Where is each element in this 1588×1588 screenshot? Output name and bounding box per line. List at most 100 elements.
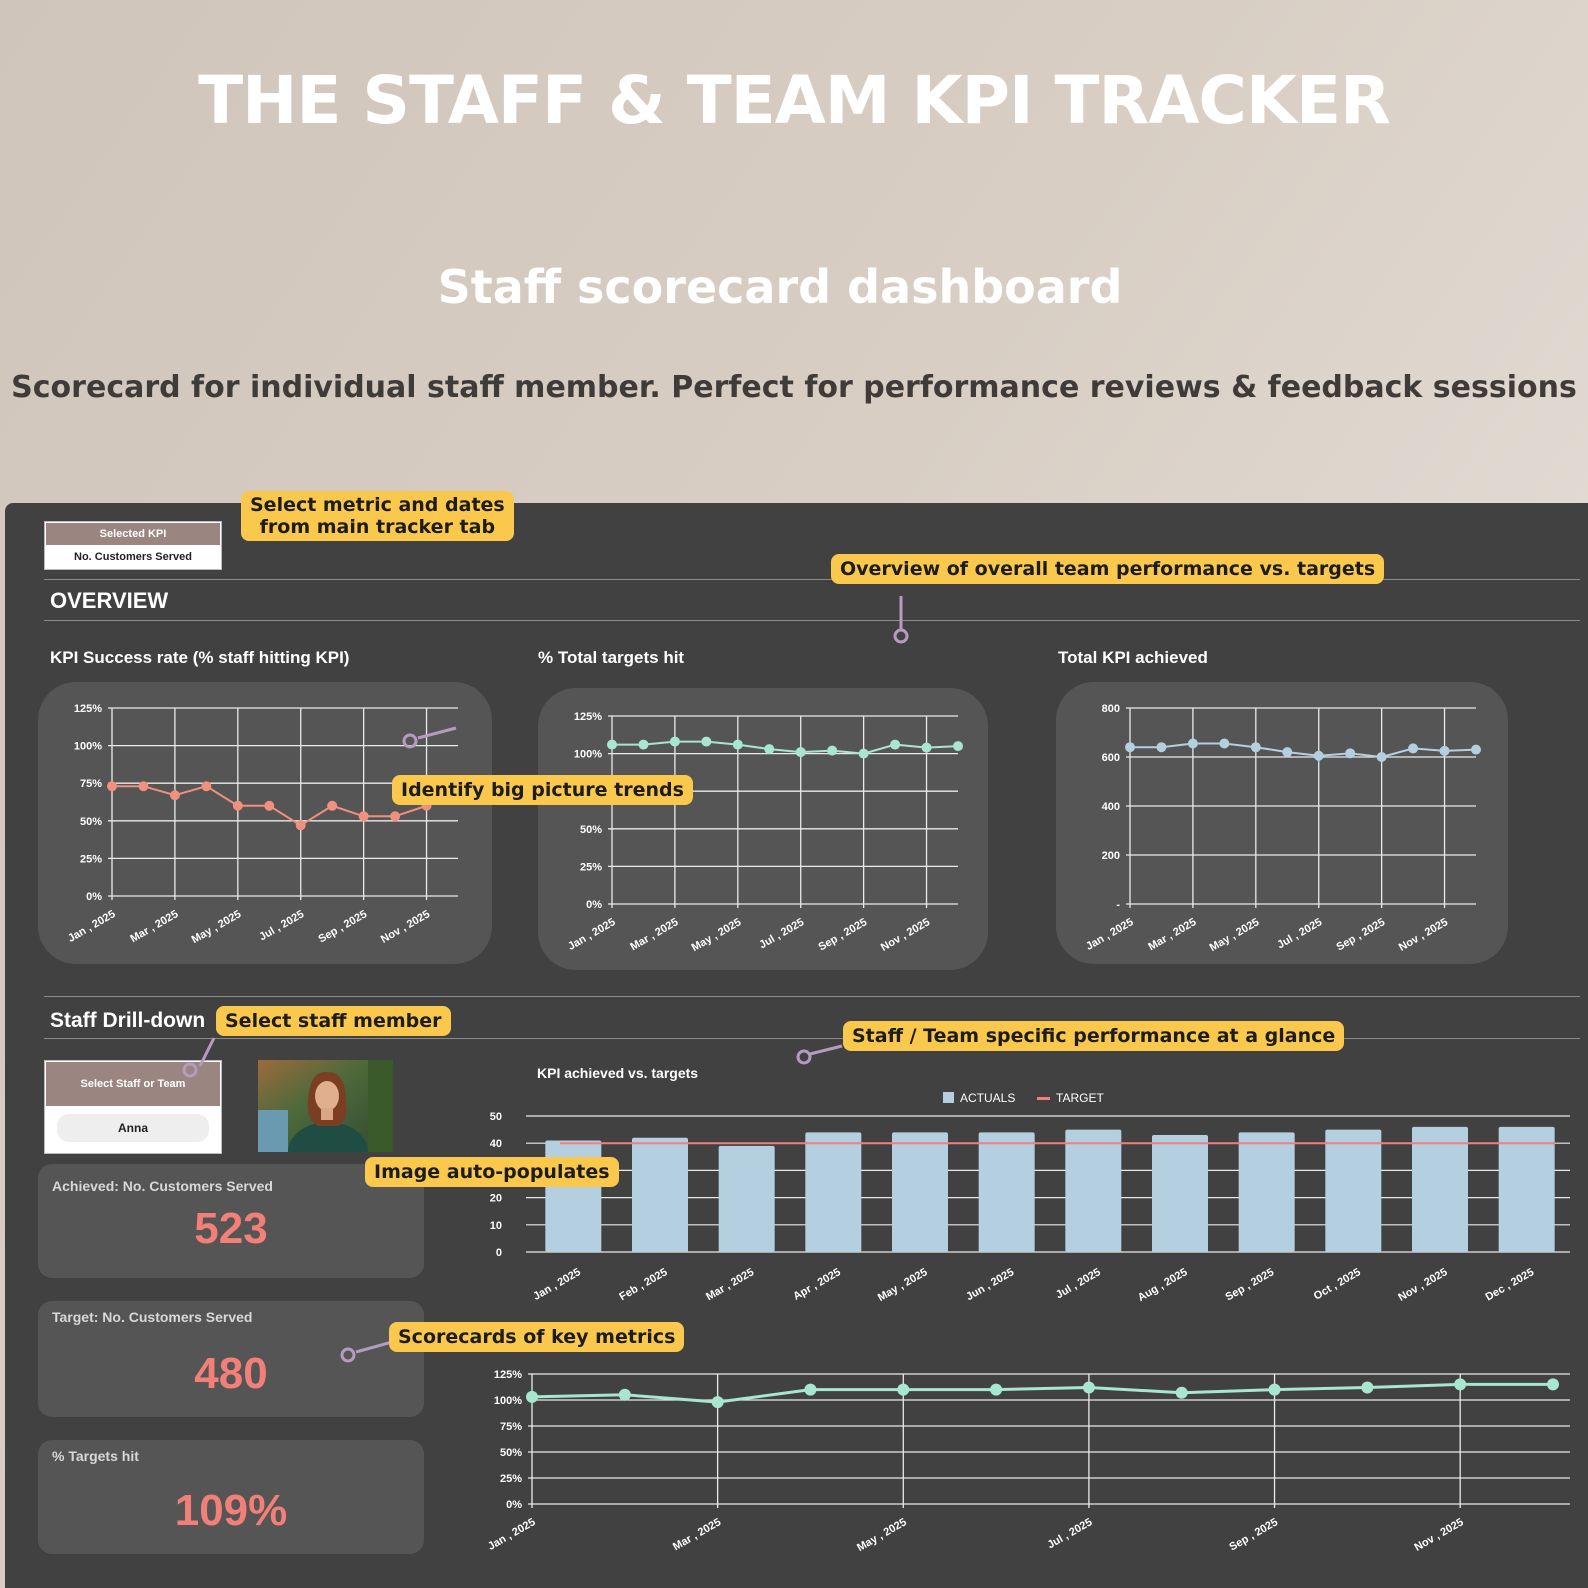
bar bbox=[1238, 1132, 1295, 1252]
data-point bbox=[1250, 742, 1261, 753]
data-point bbox=[1282, 747, 1293, 758]
scorecard-target-label: Target: No. Customers Served bbox=[52, 1309, 253, 1325]
data-point bbox=[711, 1396, 724, 1409]
data-point bbox=[921, 742, 932, 753]
y-tick-label: 75% bbox=[80, 778, 102, 790]
y-tick-label: 50% bbox=[80, 816, 102, 828]
data-point bbox=[827, 745, 838, 756]
page-tagline: Scorecard for individual staff member. P… bbox=[11, 370, 1577, 405]
scorecard-achieved: Achieved: No. Customers Served 523 bbox=[38, 1164, 424, 1278]
y-tick-label: 10 bbox=[490, 1220, 502, 1232]
series-line bbox=[1130, 742, 1477, 759]
y-tick-label: 50% bbox=[580, 824, 602, 836]
y-tick-label: 125% bbox=[574, 711, 602, 723]
page-subtitle: Staff scorecard dashboard bbox=[437, 260, 1123, 314]
data-point bbox=[1125, 742, 1135, 753]
y-tick-label: 20 bbox=[490, 1193, 502, 1205]
y-tick-label: 25% bbox=[580, 861, 602, 873]
scorecard-targets-hit: % Targets hit 109% bbox=[38, 1440, 424, 1554]
y-tick-label: 100% bbox=[494, 1395, 522, 1407]
series-line bbox=[612, 740, 959, 755]
data-point bbox=[618, 1388, 631, 1401]
data-point bbox=[390, 811, 401, 822]
data-point bbox=[607, 739, 617, 750]
data-point bbox=[701, 736, 712, 747]
data-point bbox=[890, 739, 901, 750]
callout-select-staff: Select staff member bbox=[216, 1006, 451, 1036]
bar bbox=[1152, 1135, 1208, 1252]
data-point bbox=[804, 1383, 817, 1396]
chart-title-targets-hit: % Total targets hit bbox=[538, 648, 685, 667]
data-point bbox=[1187, 738, 1198, 749]
bar bbox=[805, 1132, 862, 1252]
kpi-selector-value[interactable]: No. Customers Served bbox=[74, 551, 192, 563]
y-tick-label: 100% bbox=[574, 749, 602, 761]
drilldown-bottom-divider bbox=[44, 1038, 1580, 1039]
data-point bbox=[1313, 750, 1324, 761]
y-tick-label: 40 bbox=[490, 1138, 502, 1150]
y-tick-label: 0% bbox=[506, 1499, 522, 1511]
data-point bbox=[990, 1383, 1003, 1396]
data-point bbox=[764, 744, 775, 755]
y-tick-label: 400 bbox=[1102, 801, 1120, 813]
legend-target-label: TARGET bbox=[1056, 1091, 1104, 1105]
chart-card-success-rate: 0% 25% 50% 75% 100% 125% Jan , 2025 Mar , 2025 M… bbox=[38, 682, 492, 964]
y-tick-label: 50 bbox=[490, 1111, 502, 1123]
series-line bbox=[531, 1382, 1553, 1404]
chart-title-success-rate: KPI Success rate (% staff hitting KPI) bbox=[50, 648, 350, 667]
data-point bbox=[953, 741, 963, 752]
data-point bbox=[138, 781, 149, 792]
data-point bbox=[1376, 752, 1387, 762]
data-point bbox=[897, 1383, 910, 1396]
y-tick-label: 0% bbox=[586, 899, 602, 911]
data-point bbox=[169, 790, 180, 801]
data-point bbox=[264, 800, 275, 811]
y-tick-label: 125% bbox=[494, 1369, 522, 1381]
data-point bbox=[1268, 1383, 1281, 1396]
chart-title-total-kpi: Total KPI achieved bbox=[1058, 648, 1208, 667]
bar bbox=[718, 1145, 775, 1252]
y-tick-label: 600 bbox=[1102, 752, 1120, 764]
drilldown-heading: Staff Drill-down bbox=[50, 1009, 206, 1032]
overview-top-divider bbox=[44, 579, 1580, 580]
scorecard-target: Target: No. Customers Served 480 bbox=[38, 1301, 424, 1417]
y-tick-label: 25% bbox=[80, 853, 102, 865]
data-point bbox=[358, 811, 369, 822]
staff-selector-field[interactable]: Anna bbox=[57, 1114, 209, 1142]
page-title: THE STAFF & TEAM KPI TRACKER bbox=[198, 62, 1391, 139]
kpi-selector-header: Selected KPI bbox=[46, 523, 220, 545]
staff-photo bbox=[258, 1060, 393, 1152]
callout-image: Image auto-populates bbox=[365, 1157, 619, 1187]
scorecard-achieved-value: 523 bbox=[194, 1204, 268, 1253]
kpi-selector[interactable]: Selected KPI No. Customers Served bbox=[44, 521, 222, 570]
overview-bottom-divider bbox=[44, 620, 1580, 621]
data-point bbox=[1439, 745, 1450, 756]
y-tick-label: 125% bbox=[74, 703, 102, 715]
data-point bbox=[1345, 748, 1356, 759]
bar bbox=[1412, 1126, 1468, 1252]
callout-overview: Overview of overall team performance vs.… bbox=[831, 554, 1385, 584]
y-tick-label: 25% bbox=[500, 1473, 522, 1485]
data-point bbox=[232, 800, 243, 811]
y-tick-label: - bbox=[1116, 899, 1120, 911]
legend-actuals-swatch bbox=[943, 1092, 954, 1103]
bar bbox=[892, 1132, 948, 1252]
success-rate-chart: 0%25%50%75%100%125%Jan , 2025 Mar , 2025 M… bbox=[66, 703, 458, 946]
portrait-image bbox=[258, 1060, 393, 1152]
drilldown-top-divider bbox=[44, 996, 1580, 997]
bar bbox=[1498, 1126, 1555, 1252]
scorecard-achieved-label: Achieved: No. Customers Served bbox=[52, 1178, 273, 1194]
callout-scorecards: Scorecards of key metrics bbox=[389, 1322, 685, 1352]
data-point bbox=[295, 820, 306, 831]
data-point bbox=[669, 736, 680, 747]
scorecard-target-value: 480 bbox=[194, 1349, 268, 1398]
bar bbox=[1065, 1129, 1122, 1252]
data-point bbox=[638, 739, 649, 750]
legend-actuals-label: ACTUALS bbox=[960, 1091, 1015, 1105]
y-tick-label: 50% bbox=[500, 1447, 522, 1459]
callout-trends: Identify big picture trends bbox=[392, 775, 693, 805]
